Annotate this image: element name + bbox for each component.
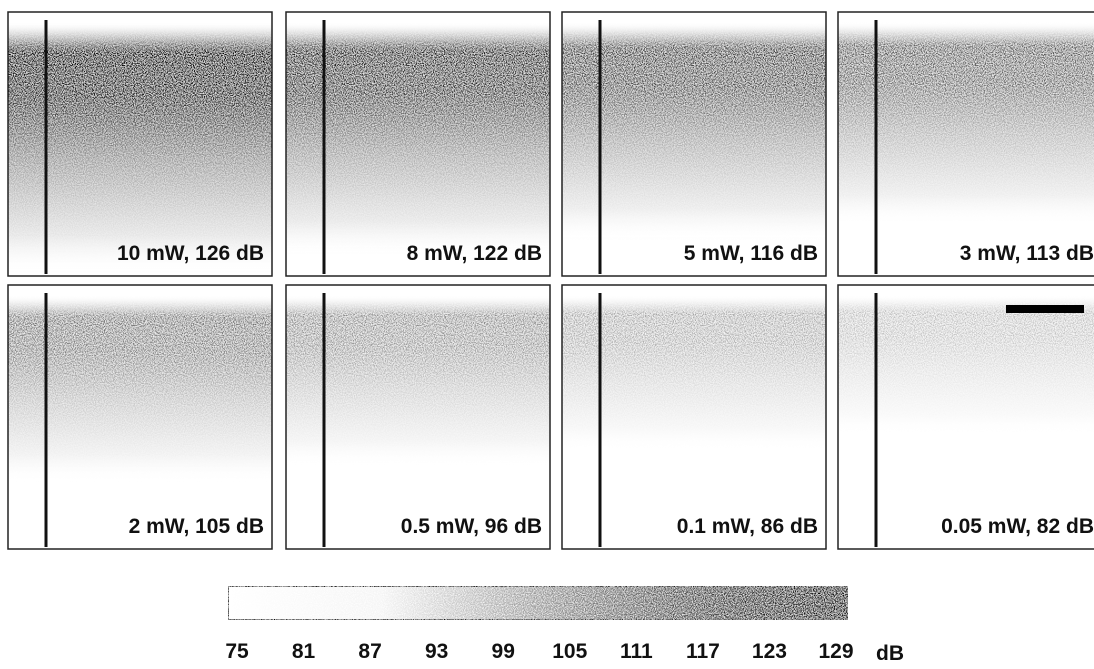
oct-image	[286, 22, 550, 257]
image-panel: 0.05 mW, 82 dB	[837, 284, 1094, 550]
panel-border	[837, 11, 1094, 277]
panel-border	[285, 11, 551, 277]
panel-label: 8 mW, 122 dB	[407, 242, 542, 265]
colorbar-gradient	[227, 585, 849, 621]
colorbar-tick-label: 117	[686, 640, 720, 663]
colorbar-tick-label: 87	[358, 640, 381, 663]
oct-image	[838, 22, 1094, 226]
image-panel: 3 mW, 113 dB	[837, 11, 1094, 277]
panel-label: 0.05 mW, 82 dB	[941, 515, 1094, 538]
colorbar-tick-label: 99	[492, 640, 515, 663]
oct-image	[286, 295, 550, 467]
colorbar-unit: dB	[876, 642, 904, 665]
panel-label: 2 mW, 105 dB	[129, 515, 264, 538]
oct-image	[562, 295, 826, 451]
colorbar-tick-label: 111	[620, 640, 653, 663]
image-panel: 8 mW, 122 dB	[285, 11, 551, 277]
oct-image	[838, 295, 1094, 435]
panel-label: 0.5 mW, 96 dB	[401, 515, 542, 538]
colorbar-tick-label: 75	[225, 640, 249, 663]
panel-label: 3 mW, 113 dB	[960, 242, 1094, 265]
panel-label: 10 mW, 126 dB	[117, 242, 264, 265]
panel-border	[285, 284, 551, 550]
panel-border	[7, 11, 273, 277]
panel-grid: 10 mW, 126 dB 8 mW, 122 dB 5 mW, 116 dB 3 m…	[7, 11, 1094, 550]
panel-label: 0.1 mW, 86 dB	[677, 515, 818, 538]
colorbar-tick-label: 123	[752, 640, 787, 663]
colorbar-tick-label: 105	[552, 640, 587, 663]
panel-label: 5 mW, 116 dB	[684, 242, 818, 265]
colorbar-tick-label: 129	[818, 640, 853, 663]
image-panel: 5 mW, 116 dB	[561, 11, 827, 277]
colorbar-tick-label: 93	[425, 640, 448, 663]
panel-border	[837, 284, 1094, 550]
panel-border	[561, 11, 827, 277]
panel-border	[561, 284, 827, 550]
image-panel: 0.1 mW, 86 dB	[561, 284, 827, 550]
image-panel: 2 mW, 105 dB	[7, 284, 273, 550]
panel-border	[7, 284, 273, 550]
oct-image	[8, 22, 272, 273]
scale-bar	[1006, 305, 1084, 313]
image-panel: 10 mW, 126 dB	[7, 11, 273, 277]
colorbar: 75 81 87 93 99 105 111 117 123 129 dB	[225, 585, 904, 665]
oct-image	[8, 295, 272, 483]
oct-image	[562, 22, 826, 242]
image-panel: 0.5 mW, 96 dB	[285, 284, 551, 550]
colorbar-tick-label: 81	[292, 640, 316, 663]
